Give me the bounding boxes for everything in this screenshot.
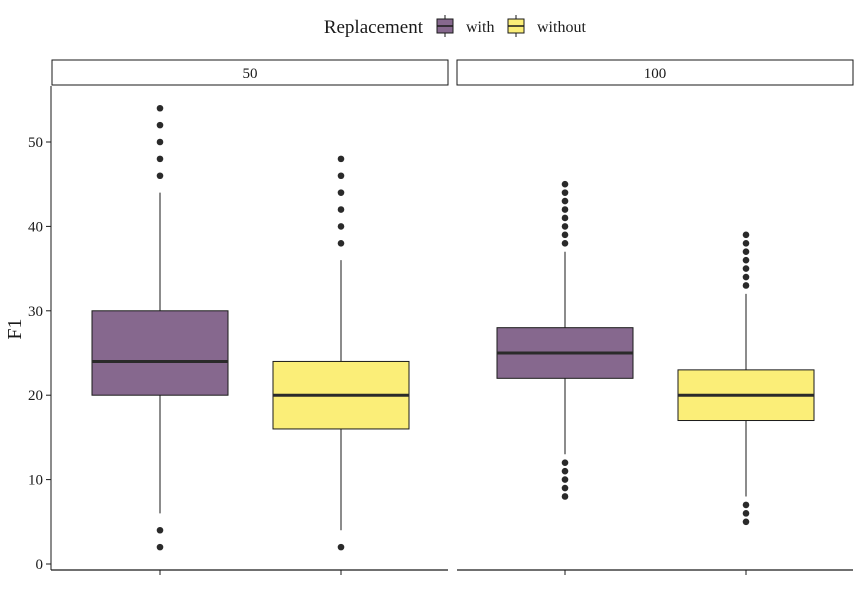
y-tick-label: 0	[36, 557, 44, 573]
outlier-point	[742, 501, 750, 509]
outlier-point	[337, 155, 345, 163]
outlier-point	[561, 467, 569, 475]
outlier-point	[561, 459, 569, 467]
box-layer	[91, 104, 410, 551]
legend-label: with	[466, 19, 494, 36]
legend-item-with: with	[436, 15, 494, 37]
legend-label: without	[537, 19, 586, 36]
outlier-point	[742, 265, 750, 272]
outlier-point	[561, 206, 569, 213]
outlier-point	[156, 121, 164, 129]
facet-strip-label: 50	[243, 66, 258, 82]
facet-strip	[51, 59, 449, 86]
outlier-point	[156, 543, 164, 551]
box-layer	[496, 180, 815, 526]
outlier-point	[742, 239, 750, 247]
outlier-point	[742, 510, 750, 517]
outlier-point	[742, 518, 750, 526]
facet-panel-50: 50	[51, 59, 449, 575]
legend-item-without: without	[507, 15, 586, 37]
outlier-point	[561, 493, 569, 500]
facet-panel-100: 100	[456, 59, 854, 575]
box-with	[91, 310, 229, 396]
outlier-point	[561, 197, 569, 205]
outlier-point	[742, 273, 750, 281]
outlier-point	[561, 476, 569, 483]
outlier-point	[561, 231, 569, 239]
outlier-point	[156, 155, 164, 163]
outlier-point	[561, 484, 569, 492]
outlier-point	[742, 282, 750, 289]
outlier-point	[561, 223, 569, 230]
y-axis: 0 10 20 30 40 50	[28, 86, 52, 573]
outlier-point	[337, 189, 345, 196]
legend: Replacement with without	[324, 15, 586, 38]
y-tick-label: 40	[28, 219, 43, 235]
outlier-point	[337, 172, 345, 180]
legend-title: Replacement	[324, 17, 424, 38]
outlier-point	[561, 180, 569, 188]
outlier-point	[561, 214, 569, 222]
outlier-point	[156, 526, 164, 534]
y-tick-label: 20	[28, 388, 43, 404]
facet-strip	[456, 59, 854, 86]
outlier-point	[156, 172, 164, 180]
y-tick-label: 10	[28, 473, 43, 489]
y-axis-label: F1	[4, 318, 26, 339]
outlier-point	[337, 223, 345, 230]
facet-strip-label: 100	[644, 66, 667, 82]
y-tick-label: 50	[28, 135, 43, 151]
outlier-point	[742, 231, 750, 239]
outlier-point	[337, 239, 345, 247]
outlier-point	[561, 189, 569, 196]
y-tick-label: 30	[28, 304, 43, 320]
outlier-point	[337, 543, 345, 551]
outlier-point	[742, 248, 750, 256]
outlier-point	[742, 256, 750, 264]
outlier-point	[156, 138, 164, 146]
outlier-point	[337, 206, 345, 213]
outlier-point	[156, 104, 164, 112]
outlier-point	[561, 239, 569, 247]
